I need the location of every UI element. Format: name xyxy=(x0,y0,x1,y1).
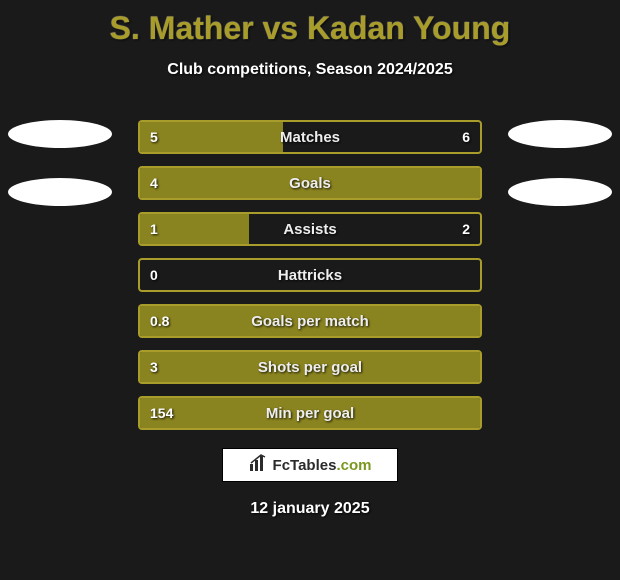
left-badges xyxy=(8,120,112,206)
stat-row: 0.8Goals per match xyxy=(138,304,482,338)
stat-row: 12Assists xyxy=(138,212,482,246)
team-badge-left xyxy=(8,120,112,148)
stat-value-left: 154 xyxy=(150,398,173,428)
team-badge-right xyxy=(508,120,612,148)
stat-row: 56Matches xyxy=(138,120,482,154)
stat-fill xyxy=(140,306,480,336)
subtitle: Club competitions, Season 2024/2025 xyxy=(0,61,620,79)
stat-value-left: 0.8 xyxy=(150,306,169,336)
team-badge-left xyxy=(8,178,112,206)
stat-fill xyxy=(140,352,480,382)
stat-row: 0Hattricks xyxy=(138,258,482,292)
stat-fill xyxy=(140,398,480,428)
team-badge-right xyxy=(508,178,612,206)
chart-icon xyxy=(249,454,267,476)
stat-row: 154Min per goal xyxy=(138,396,482,430)
fctables-logo: FcTables.com xyxy=(222,448,398,482)
stat-value-left: 4 xyxy=(150,168,158,198)
stat-value-left: 3 xyxy=(150,352,158,382)
stat-value-right: 2 xyxy=(462,214,470,244)
date-label: 12 january 2025 xyxy=(0,500,620,518)
stat-rows: 56Matches4Goals12Assists0Hattricks0.8Goa… xyxy=(138,120,482,430)
logo-text: FcTables.com xyxy=(273,457,372,474)
stat-value-left: 1 xyxy=(150,214,158,244)
logo-brand: FcTables xyxy=(273,457,337,474)
stat-value-left: 5 xyxy=(150,122,158,152)
stat-fill xyxy=(140,168,480,198)
logo-tld: .com xyxy=(336,457,371,474)
stat-label: Hattricks xyxy=(140,260,480,290)
page-title: S. Mather vs Kadan Young xyxy=(0,0,620,47)
stat-value-right: 6 xyxy=(462,122,470,152)
stat-row: 3Shots per goal xyxy=(138,350,482,384)
stat-row: 4Goals xyxy=(138,166,482,200)
right-badges xyxy=(508,120,612,206)
stat-value-left: 0 xyxy=(150,260,158,290)
stat-fill xyxy=(140,122,283,152)
